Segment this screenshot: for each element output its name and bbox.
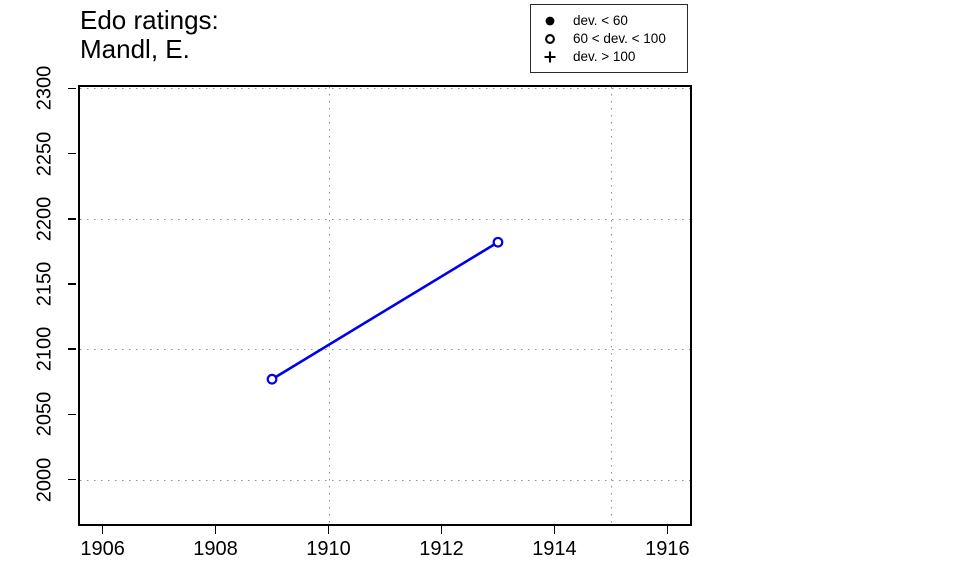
y-axis-tick: [68, 413, 76, 416]
x-axis-tick-label: 1916: [645, 538, 690, 560]
x-axis-tick-label: 1910: [306, 538, 351, 560]
y-axis-tick: [68, 152, 76, 155]
x-axis-tick: [553, 526, 556, 534]
y-axis-tick-label: 2050: [33, 392, 56, 437]
y-axis-tick: [68, 348, 76, 350]
x-axis-tick: [101, 526, 104, 534]
legend-label: dev. > 100: [573, 49, 636, 64]
y-axis-tick-label: 2000: [33, 457, 56, 502]
gridline-horizontal: [80, 349, 690, 351]
y-axis-tick-label: 2150: [33, 261, 56, 307]
y-axis-tick: [68, 87, 76, 90]
chart-title-line2: Mandl, E.: [80, 34, 190, 64]
gridline-vertical: [328, 87, 330, 524]
data-point-marker: [492, 236, 504, 248]
x-axis-tick-label: 1906: [80, 538, 125, 560]
chart-title-line1: Edo ratings:: [80, 5, 219, 35]
open-circle-icon: [543, 32, 557, 46]
y-axis-tick: [68, 217, 76, 220]
x-axis-tick: [327, 526, 330, 534]
filled-circle-icon: [543, 14, 557, 28]
data-point-marker: [266, 373, 278, 385]
y-axis-tick-label: 2200: [33, 196, 56, 242]
x-axis-tick-label: 1912: [419, 538, 464, 560]
chart-title: Edo ratings: Mandl, E.: [80, 6, 219, 64]
x-axis-tick: [440, 526, 443, 534]
x-axis-tick: [666, 526, 669, 534]
data-series-svg: [266, 236, 504, 385]
plus-icon: [543, 50, 557, 64]
x-axis-tick-label: 1908: [193, 538, 238, 560]
gridline-horizontal: [80, 88, 690, 90]
legend-label: 60 < dev. < 100: [573, 31, 666, 46]
x-axis-tick: [214, 526, 217, 534]
gridline-horizontal: [80, 218, 690, 220]
y-axis-tick: [68, 478, 76, 481]
y-axis-tick-label: 2250: [33, 131, 56, 176]
legend-row: dev. < 60: [531, 12, 687, 30]
legend-row: 60 < dev. < 100: [531, 30, 687, 48]
y-axis-tick: [68, 283, 76, 285]
y-axis-tick-label: 2100: [33, 326, 56, 372]
y-axis-tick-label: 2300: [33, 66, 56, 111]
legend-box: dev. < 60 60 < dev. < 100 dev. > 100: [530, 4, 688, 73]
gridline-vertical: [610, 87, 612, 524]
plot-area: 1906 1908 1910 1912 1914 1916 2000 2050 2100 2150…: [34, 66, 692, 560]
legend-label: dev. < 60: [573, 13, 628, 28]
x-axis-tick-label: 1914: [532, 538, 577, 560]
rating-line: [271, 241, 499, 381]
legend-row: dev. > 100: [531, 48, 687, 66]
gridline-horizontal: [80, 479, 690, 481]
